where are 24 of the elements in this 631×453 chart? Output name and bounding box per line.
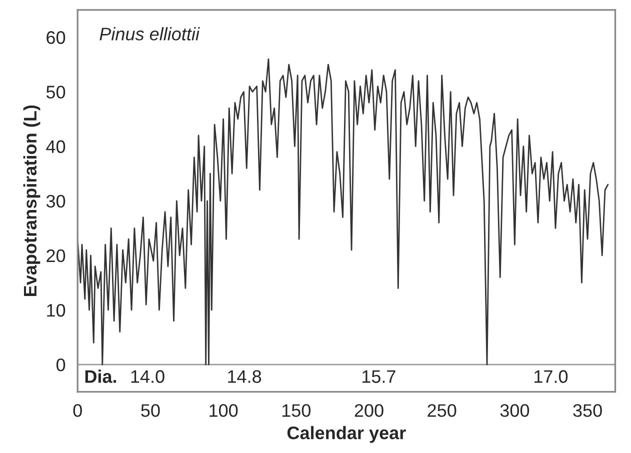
annotation: Pinus elliottii	[100, 27, 200, 40]
annotation: 14.8	[228, 370, 262, 383]
y-tick-label: 20	[46, 249, 66, 262]
x-tick-label: 0	[73, 404, 82, 417]
y-tick-label: 40	[46, 140, 66, 154]
x-tick-label: 250	[428, 404, 456, 417]
annotation: 15.7	[362, 370, 396, 383]
y-tick-label: 10	[47, 304, 66, 317]
y-tick-label: 30	[46, 194, 66, 208]
x-tick-label: 200	[354, 404, 384, 417]
x-axis-title: Calendar year	[287, 426, 406, 443]
x-tick-label: 50	[141, 404, 160, 417]
x-tick-label: 150	[282, 404, 311, 417]
y-tick-label: 0	[56, 358, 66, 372]
line-series	[78, 58, 609, 366]
y-tick-label: 50	[46, 86, 66, 99]
x-tick-label: 350	[573, 404, 602, 417]
x-tick-label: 100	[210, 404, 238, 417]
y-tick-label: 60	[46, 31, 66, 44]
annotation: 17.0	[534, 370, 568, 383]
y-axis-title: Evapotranspiration (L)	[23, 105, 40, 296]
annotation: Dia.	[85, 370, 116, 383]
x-tick-label: 300	[500, 404, 530, 417]
annotation: 14.0	[131, 370, 164, 383]
